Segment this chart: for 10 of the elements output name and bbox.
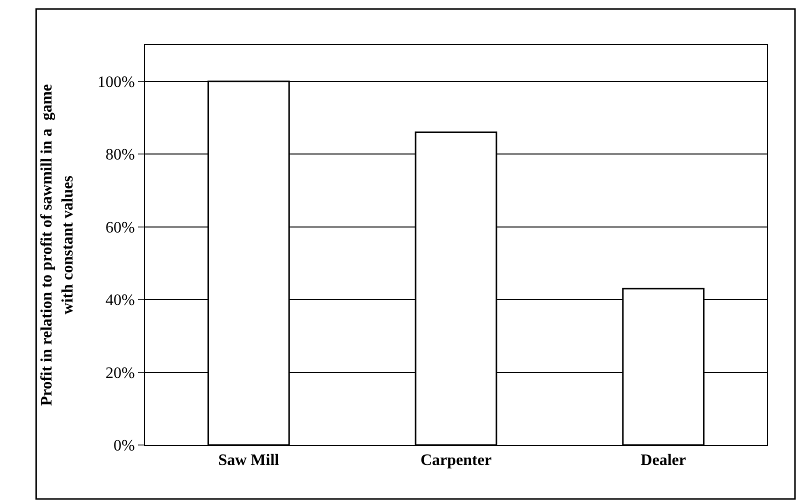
y-tick-label: 60%: [105, 219, 135, 236]
y-axis-title: Profit in relation to profit of sawmill in a game with constant values: [38, 84, 76, 406]
x-tick-label: Saw Mill: [218, 452, 280, 470]
y-tick-label: 40%: [105, 292, 135, 310]
y-tick-label: 80%: [105, 146, 135, 164]
y-tick-label: 20%: [105, 364, 135, 382]
y-tick-label: 0%: [113, 438, 135, 455]
x-tick-label: Dealer: [640, 452, 686, 470]
y-tick-label: 100%: [97, 74, 135, 91]
x-tick-label: Carpenter: [420, 452, 492, 470]
